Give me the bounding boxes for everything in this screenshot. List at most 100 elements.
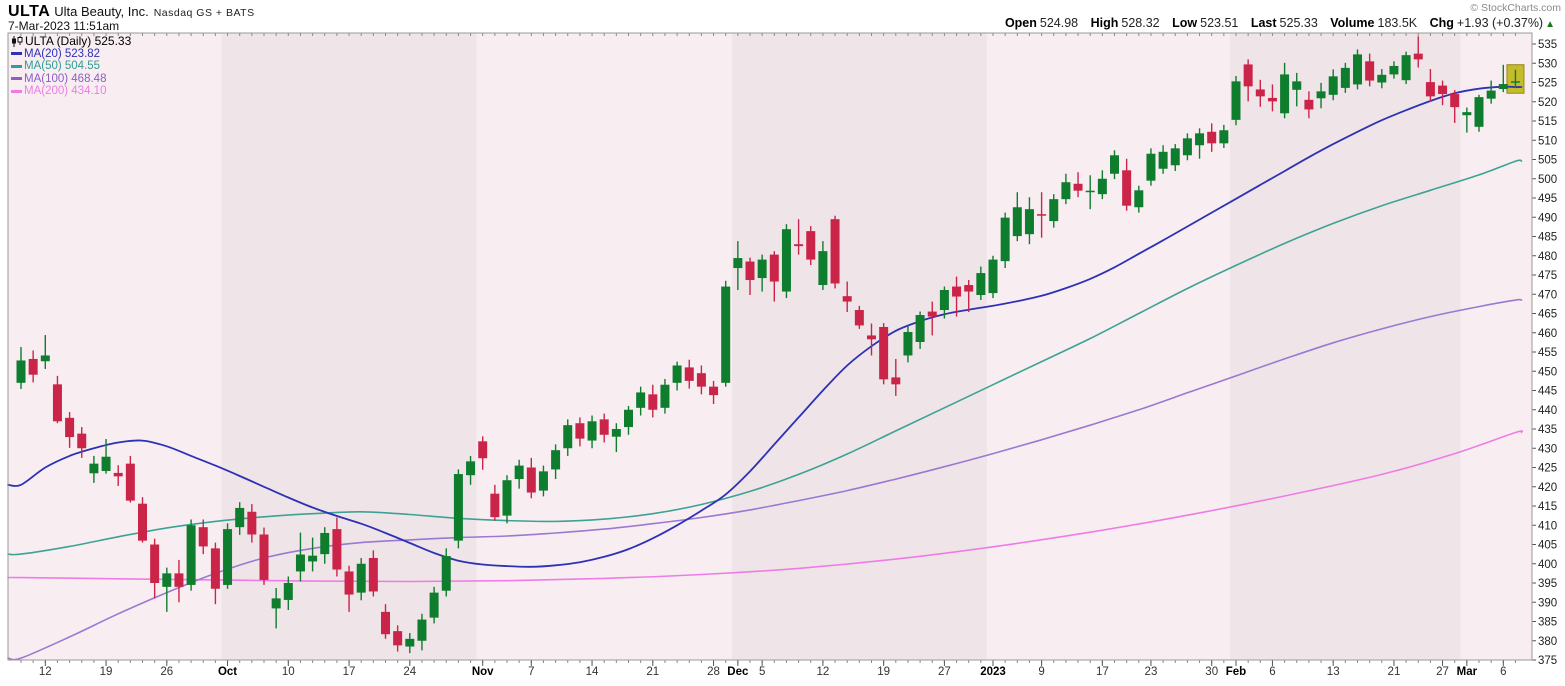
ma-100-line xyxy=(7,298,1523,661)
x-axis-week-label: 17 xyxy=(343,666,356,678)
x-axis-week-label: 27 xyxy=(938,666,951,678)
candle xyxy=(1195,128,1205,159)
candle xyxy=(587,415,597,449)
candle xyxy=(964,280,974,312)
candle xyxy=(1474,94,1484,132)
candle xyxy=(818,241,828,291)
candle xyxy=(1170,144,1180,172)
x-axis-week-label: 28 xyxy=(707,666,720,678)
candle xyxy=(393,625,403,652)
candle xyxy=(186,519,196,591)
candle xyxy=(1425,69,1435,102)
high-label: High xyxy=(1090,16,1119,30)
candle xyxy=(575,417,585,447)
x-axis-week-label: 12 xyxy=(39,666,52,678)
moving-averages-layer xyxy=(7,85,1524,661)
y-axis-label: 400 xyxy=(1538,559,1557,571)
up-arrow-icon: ▲ xyxy=(1545,19,1555,30)
candle xyxy=(1462,107,1472,133)
candle xyxy=(806,226,816,265)
candle xyxy=(830,215,840,289)
candle xyxy=(1255,79,1265,107)
legend-ma-item: MA(50) 504.55 xyxy=(11,60,131,73)
legend-ma-label: MA(50) 504.55 xyxy=(24,60,101,72)
low-label: Low xyxy=(1172,16,1198,30)
plot-border xyxy=(7,32,1533,661)
x-axis-week-label: 6 xyxy=(1500,666,1506,678)
y-axis-label: 440 xyxy=(1538,405,1557,417)
chart-legend: ULTA (Daily) 525.33 MA(20) 523.82 MA(50) … xyxy=(11,35,131,98)
candle xyxy=(648,384,658,418)
y-axis-label: 455 xyxy=(1538,347,1557,359)
candle xyxy=(636,386,646,416)
y-axis-label: 490 xyxy=(1538,212,1557,224)
month-band xyxy=(8,33,222,660)
candle xyxy=(125,455,135,503)
x-axis-week-label: 24 xyxy=(403,666,416,678)
candle xyxy=(1267,84,1277,112)
high-value: 528.32 xyxy=(1121,16,1160,30)
y-axis-label: 390 xyxy=(1538,597,1557,609)
candle xyxy=(113,465,123,486)
y-axis-label: 505 xyxy=(1538,155,1557,167)
candle xyxy=(1498,64,1508,93)
x-axis-week-label: 14 xyxy=(586,666,599,678)
legend-ma-item: MA(20) 523.82 xyxy=(11,48,131,61)
candle xyxy=(441,548,451,597)
x-axis-week-label: 7 xyxy=(528,666,534,678)
company-name: Ulta Beauty, Inc. xyxy=(54,4,149,19)
y-axis-label: 520 xyxy=(1538,97,1557,109)
candle xyxy=(891,358,901,396)
candle xyxy=(453,469,463,549)
x-axis-month-label: Oct xyxy=(218,666,237,678)
candle xyxy=(538,465,548,497)
legend-series-row: ULTA (Daily) 525.33 xyxy=(11,35,131,48)
candle xyxy=(1037,192,1047,238)
candle xyxy=(101,439,111,474)
y-axis-labels: 375 380 385 390 395 400 405 410 415 420 425 430 435 4… xyxy=(1538,39,1557,667)
candle xyxy=(308,537,318,572)
ma-line-swatch xyxy=(11,64,22,68)
y-axis-label: 410 xyxy=(1538,520,1557,532)
candle xyxy=(198,519,208,555)
candle xyxy=(40,335,50,369)
x-axis-month-label: 2023 xyxy=(980,666,1006,678)
candle xyxy=(223,523,233,589)
legend-ma-label: MA(20) 523.82 xyxy=(24,47,101,60)
chart-header: ULTA Ulta Beauty, Inc. Nasdaq GS + BATS xyxy=(8,3,255,21)
y-axis-label: 530 xyxy=(1538,58,1557,70)
candle xyxy=(16,346,26,389)
y-axis-label: 420 xyxy=(1538,482,1557,494)
quote-summary: Open 524.98 High 528.32 Low 523.51 Last 525.… xyxy=(1005,16,1555,30)
candle xyxy=(1110,150,1119,180)
x-axis-month-label: Dec xyxy=(727,666,749,678)
candle xyxy=(174,559,184,603)
open-label: Open xyxy=(1004,16,1037,30)
x-axis-week-label: 30 xyxy=(1205,666,1218,678)
candle xyxy=(1353,49,1362,90)
candle xyxy=(867,323,876,356)
open-value: 524.98 xyxy=(1039,16,1079,30)
x-axis-month-label: Mar xyxy=(1457,666,1478,678)
candle xyxy=(1182,133,1192,161)
candle xyxy=(162,567,172,612)
y-axis-label: 515 xyxy=(1538,116,1557,128)
candle xyxy=(794,219,804,255)
x-axis-week-label: 5 xyxy=(759,666,765,678)
ma-20-line xyxy=(7,85,1523,568)
candle xyxy=(356,557,366,601)
candle xyxy=(1401,51,1411,85)
y-axis-label: 495 xyxy=(1538,193,1557,205)
candle xyxy=(478,436,488,470)
candle xyxy=(1438,80,1448,106)
legend-ma-list: MA(20) 523.82 MA(50) 504.55 MA(100) 468.48… xyxy=(11,48,131,98)
candle xyxy=(89,455,99,483)
candle xyxy=(1510,69,1520,89)
candle xyxy=(1146,148,1156,186)
candle xyxy=(1085,175,1095,210)
candle xyxy=(842,281,852,312)
candle xyxy=(514,459,524,489)
candle xyxy=(1219,124,1229,148)
candle xyxy=(1073,172,1083,198)
